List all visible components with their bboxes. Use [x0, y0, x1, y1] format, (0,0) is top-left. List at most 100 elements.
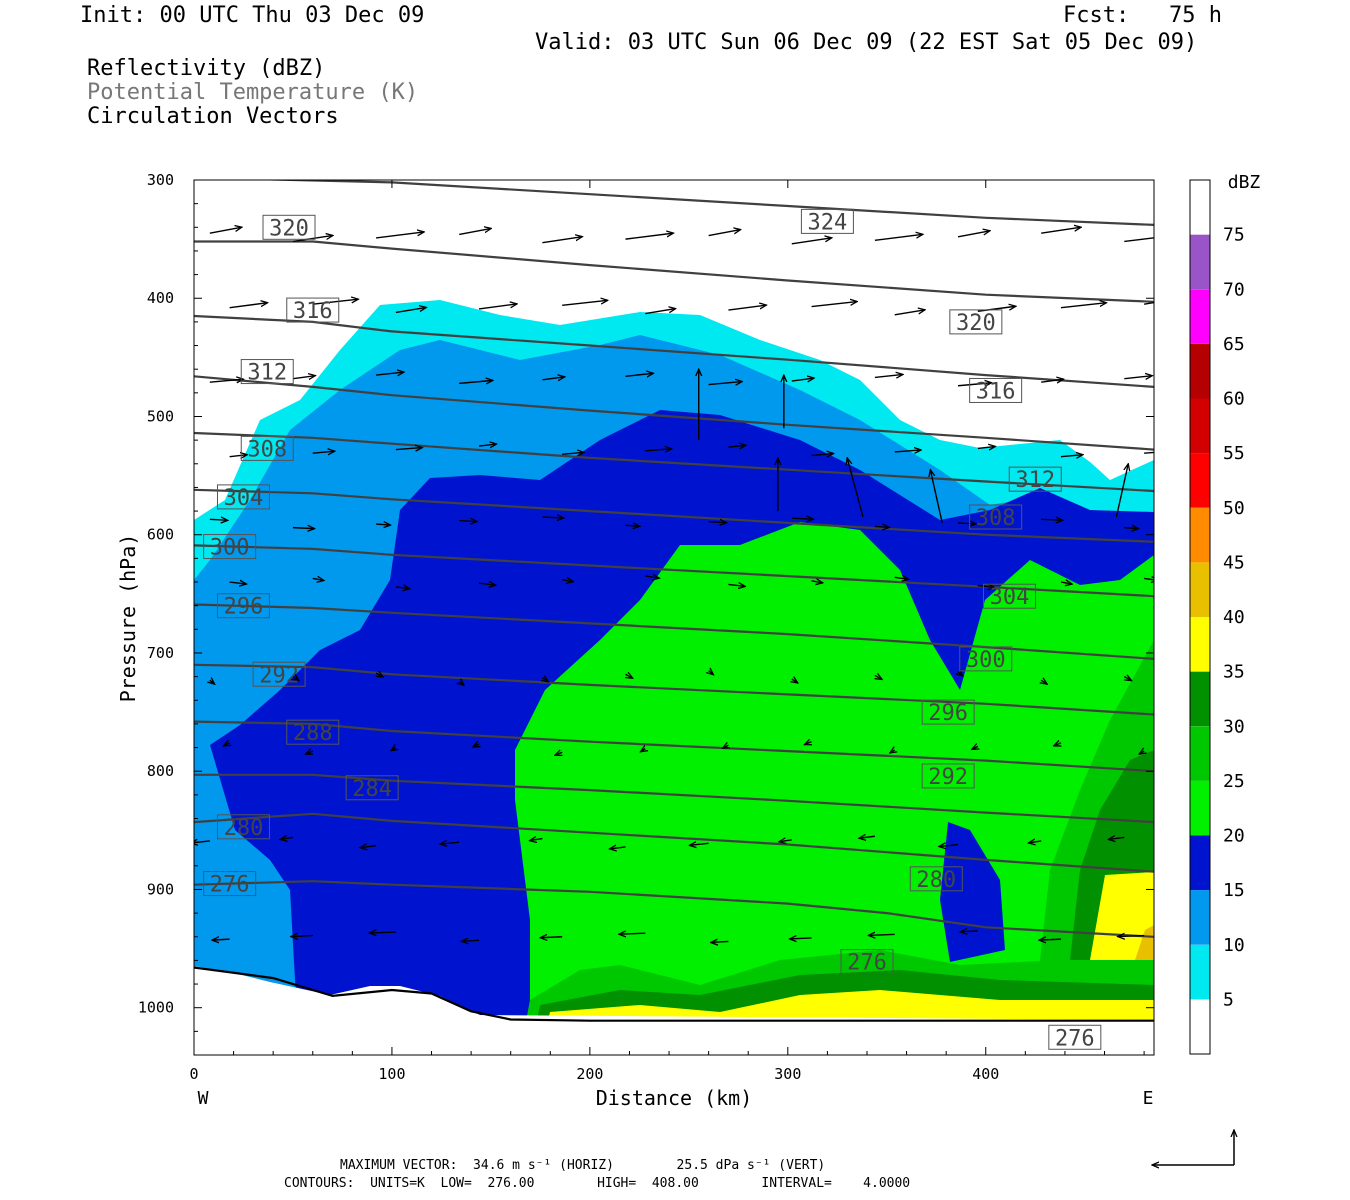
theta-label: 312	[1008, 466, 1062, 493]
theta-contours	[194, 180, 1154, 938]
circulation-vector	[312, 299, 359, 305]
theta-label-text: 304	[990, 585, 1030, 610]
circulation-vector	[542, 377, 564, 380]
circulation-vector	[728, 445, 746, 447]
circulation-vector	[459, 521, 477, 522]
colorbar-label: 40	[1223, 607, 1245, 628]
colorbar-label: 55	[1223, 443, 1245, 464]
theta-line-280	[194, 812, 1154, 873]
circulation-vector	[811, 581, 823, 583]
circulation-vector	[478, 583, 496, 585]
colorbar-bin	[1190, 780, 1210, 836]
circulation-vector	[792, 679, 798, 683]
theta-label: 296	[921, 699, 975, 726]
theta-label-text: 276	[210, 873, 250, 898]
circulation-vectors	[194, 227, 1154, 942]
x-east-label: E	[1143, 1088, 1154, 1109]
circulation-vector	[229, 303, 268, 309]
theta-label-text: 316	[976, 379, 1016, 404]
colorbar-bin	[1190, 398, 1210, 454]
theta-label-text: 300	[210, 536, 250, 561]
terrain-line	[193, 966, 1154, 1022]
circulation-vector	[312, 451, 335, 453]
circulation-vector	[626, 674, 633, 678]
colorbar-label: 5	[1223, 989, 1234, 1010]
colorbar-label: 70	[1223, 279, 1245, 300]
circulation-vector	[645, 309, 675, 315]
circulation-vector	[708, 230, 741, 237]
theta-line-276	[194, 880, 1154, 938]
circulation-vector	[894, 450, 921, 452]
theta-label-text: 300	[966, 648, 1006, 673]
theta-label-text: 308	[247, 437, 287, 462]
theta-label-text: 276	[847, 951, 887, 976]
circulation-vector	[376, 524, 390, 525]
circulation-vector	[391, 748, 396, 751]
circulation-vector	[1115, 464, 1128, 518]
circulation-vector	[722, 745, 728, 748]
colorbar-label: 75	[1223, 225, 1245, 246]
circulation-vector	[312, 578, 324, 580]
init-time: Init: 00 UTC Thu 03 Dec 09	[80, 3, 425, 28]
circulation-vector	[1124, 237, 1154, 243]
theta-line-304	[194, 488, 1154, 543]
theta-line-312	[194, 375, 1154, 451]
circulation-vector	[1124, 528, 1138, 529]
circulation-vector	[459, 681, 464, 685]
circulation-vector	[874, 234, 923, 241]
circulation-vector	[689, 843, 709, 845]
theta-contour-labels: 320 324 316 320 312 316 308 312 304 308 300 304 296 3…	[203, 208, 1102, 1051]
y-tick-label: 1000	[138, 999, 174, 1017]
circulation-vector	[229, 582, 247, 584]
y-tick-label: 500	[147, 407, 174, 425]
y-tick-label: 700	[147, 644, 174, 662]
theta-label: 304	[216, 484, 270, 511]
theta-label-text: 320	[269, 216, 309, 241]
circulation-vector	[1039, 939, 1062, 940]
circulation-vector	[555, 752, 562, 755]
circulation-vector	[542, 517, 564, 518]
theta-line-284	[194, 773, 1154, 824]
y-tick-label: 300	[147, 171, 174, 189]
circulation-vector	[473, 744, 479, 747]
y-axis: 300 400 500 600 700 800 900 1000	[138, 171, 1154, 1032]
circulation-vector	[395, 307, 426, 314]
theta-line-308	[194, 431, 1154, 493]
terrain-surface	[193, 966, 1154, 1022]
theta-label: 288	[286, 719, 340, 746]
circulation-vector	[1139, 751, 1144, 754]
circulation-vector	[212, 939, 230, 940]
x-axis-label: Distance (km)	[596, 1086, 753, 1110]
circulation-vector	[530, 839, 543, 841]
circulation-vector	[625, 233, 674, 240]
circulation-vector	[874, 374, 903, 377]
circulation-vector	[875, 675, 882, 679]
circulation-vector	[847, 458, 864, 518]
theta-label: 276	[1048, 1024, 1102, 1051]
theta-label: 312	[240, 359, 294, 386]
colorbar-label: 60	[1223, 389, 1245, 410]
colorbar-bin	[1190, 999, 1210, 1054]
circulation-vector	[369, 932, 396, 933]
colorbar-label: 50	[1223, 498, 1245, 519]
circulation-vector	[1144, 578, 1154, 580]
circulation-vector	[478, 304, 517, 310]
circulation-vector	[645, 576, 659, 578]
theta-label: 300	[959, 646, 1013, 673]
theta-label-text: 292	[928, 765, 968, 790]
circulation-vector	[1144, 451, 1154, 454]
circulation-vector	[1143, 301, 1154, 305]
theta-label-text: 308	[976, 506, 1016, 531]
circulation-vector	[224, 743, 230, 746]
circulation-vector	[292, 528, 315, 529]
circulation-vector	[645, 449, 671, 451]
x-tick-label: 400	[972, 1065, 999, 1083]
colorbar-bin	[1190, 343, 1210, 399]
circulation-vector	[894, 310, 925, 316]
theta-label: 324	[800, 208, 854, 235]
colorbar-label: 35	[1223, 662, 1245, 683]
circulation-vector	[728, 305, 766, 311]
forecast-hour: Fcst: 75 h	[1063, 3, 1222, 28]
theta-label: 276	[840, 949, 894, 976]
circulation-vector	[459, 380, 493, 383]
